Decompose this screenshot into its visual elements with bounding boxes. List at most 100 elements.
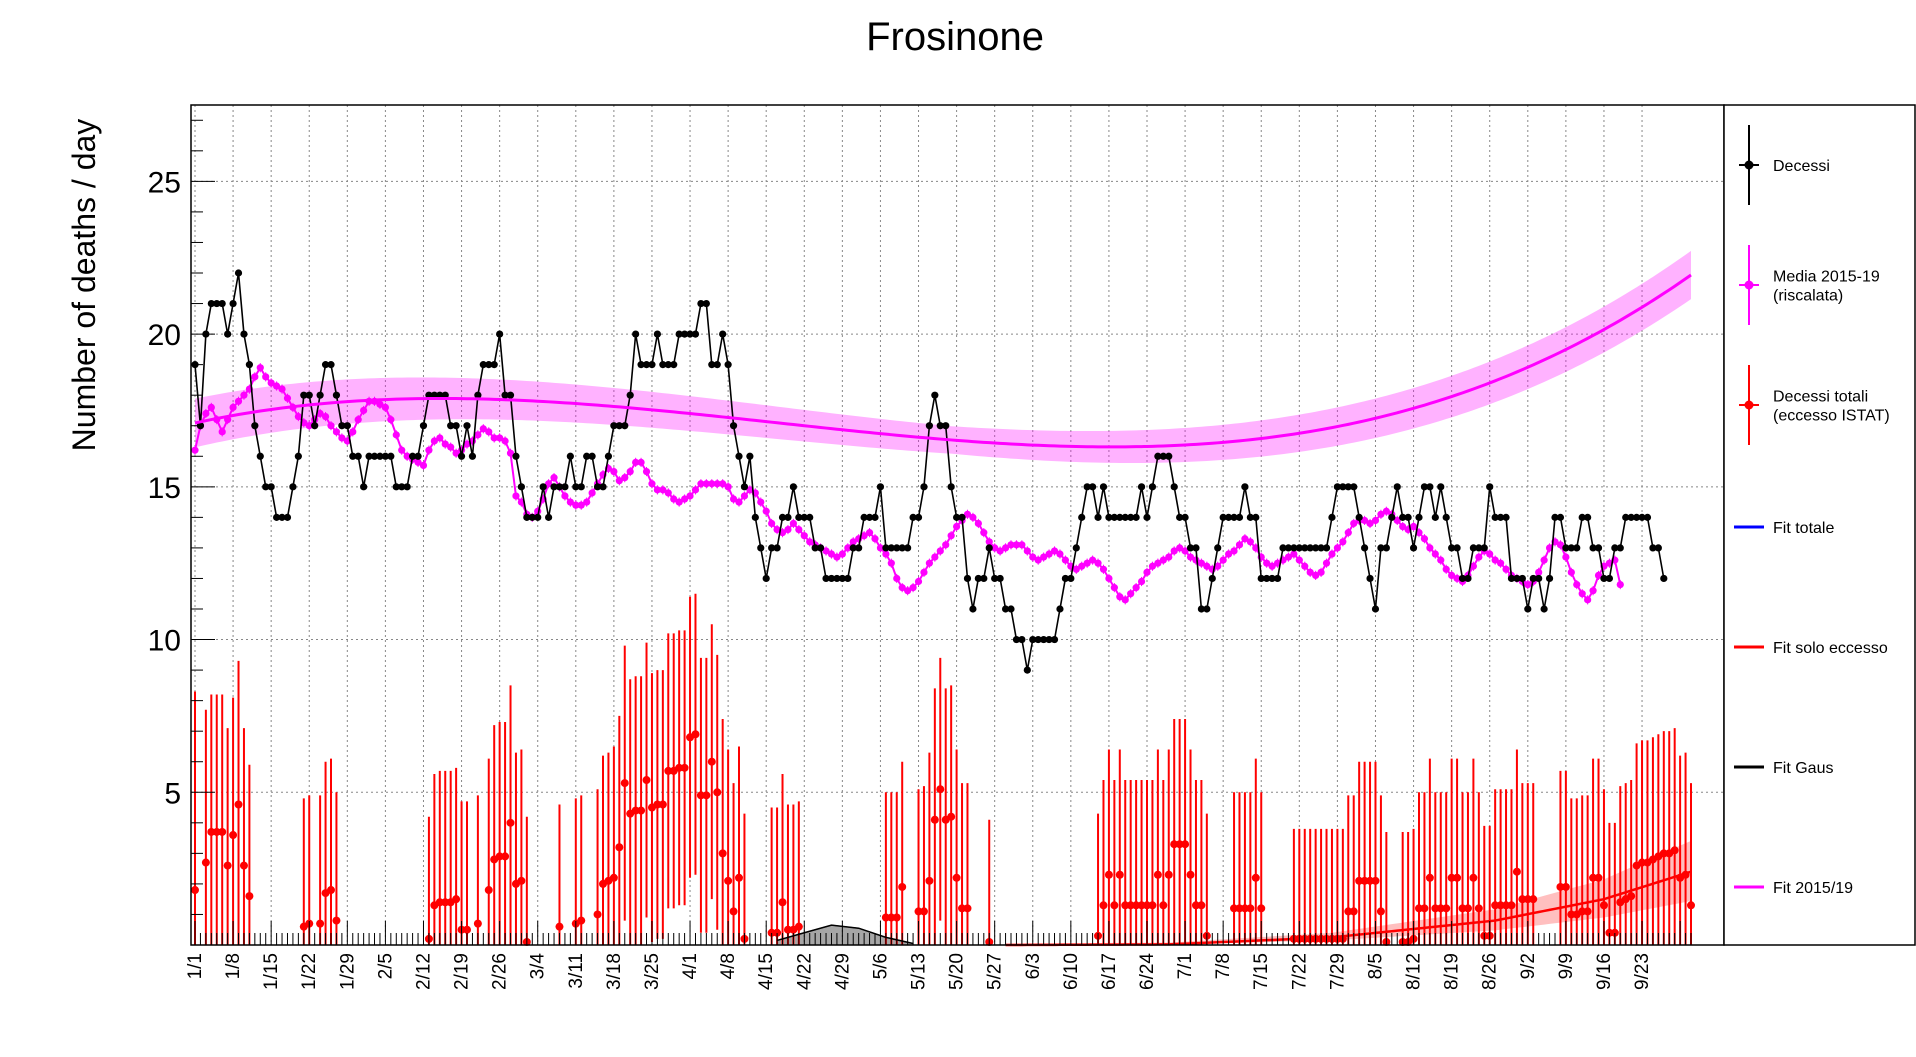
decessi-point — [865, 513, 874, 521]
media-point — [893, 574, 901, 583]
media-point — [496, 434, 504, 442]
media-point — [1050, 547, 1059, 555]
media-point — [942, 541, 950, 549]
decessi-point — [207, 299, 215, 308]
media-point — [833, 553, 841, 561]
media-point — [436, 434, 444, 442]
media-point — [827, 550, 836, 558]
decessi-point — [1660, 574, 1668, 583]
y-tick-label: 15 — [148, 472, 181, 505]
media-point — [387, 416, 395, 424]
decessi-point — [1578, 513, 1586, 521]
media-point — [985, 538, 993, 546]
excess-point — [191, 886, 199, 895]
decessi-point — [1627, 513, 1635, 521]
excess-point — [702, 791, 711, 800]
decessi-point — [1649, 544, 1657, 552]
decessi-point — [1225, 513, 1233, 521]
decessi-point — [838, 574, 846, 583]
decessi-point — [409, 452, 417, 460]
decessi-point — [751, 513, 759, 521]
legend-box — [1723, 104, 1916, 946]
media-point — [251, 373, 259, 381]
decessi-point — [942, 422, 950, 430]
media-point — [452, 449, 460, 457]
media-point — [354, 416, 362, 424]
decessi-point — [1355, 513, 1363, 521]
decessi-point — [1121, 513, 1129, 521]
media-point — [621, 474, 629, 482]
decessi-point — [1056, 605, 1064, 613]
media-point — [1230, 547, 1238, 555]
media-point — [360, 406, 368, 415]
decessi-point — [1078, 513, 1086, 521]
decessi-point — [849, 544, 857, 552]
decessi-point — [1333, 483, 1341, 491]
excess-point — [218, 827, 227, 836]
excess-point — [1583, 907, 1592, 916]
media-point — [278, 385, 286, 393]
media-point — [1116, 593, 1124, 601]
media-point — [1453, 574, 1461, 583]
media-point — [1426, 544, 1434, 552]
excess-point — [963, 904, 972, 913]
legend-marker — [1744, 280, 1754, 290]
decessi-point — [360, 483, 368, 491]
x-tick-label: 2/26 — [490, 953, 511, 990]
media-point — [849, 538, 857, 546]
media-point — [735, 498, 743, 506]
decessi-point — [1551, 513, 1559, 521]
decessi-point — [931, 391, 939, 399]
decessi-point — [1556, 513, 1565, 521]
decessi-point — [1072, 544, 1080, 552]
excess-point — [637, 806, 646, 815]
x-tick-label: 7/1 — [1175, 953, 1196, 979]
decessi-point — [1170, 483, 1178, 491]
excess-point — [517, 876, 526, 885]
media-point — [474, 431, 482, 439]
decessi-point — [555, 483, 564, 491]
excess-point — [691, 730, 700, 739]
decessi-point — [1535, 574, 1543, 583]
excess-point — [452, 895, 461, 904]
decessi-point — [985, 544, 993, 552]
decessi-point — [501, 391, 509, 399]
x-tick-label: 5/13 — [909, 953, 930, 990]
media-point — [746, 486, 754, 494]
media-point — [463, 440, 471, 448]
excess-point — [1099, 901, 1108, 910]
decessi-point — [1143, 513, 1151, 521]
media-point — [1448, 571, 1456, 580]
decessi-point — [229, 299, 237, 308]
decessi-point — [827, 574, 836, 583]
media-point — [1437, 556, 1445, 564]
media-point — [653, 486, 662, 494]
media-point — [262, 373, 270, 381]
media-point — [947, 532, 955, 540]
decessi-point — [376, 452, 384, 460]
media-point — [887, 559, 895, 567]
media-point — [1007, 541, 1015, 549]
media-point — [1094, 559, 1102, 567]
media-point — [273, 382, 281, 390]
decessi-point — [468, 452, 477, 460]
decessi-point — [1393, 483, 1401, 491]
decessi-point — [1273, 574, 1282, 583]
excess-point — [1442, 904, 1451, 913]
media-point — [1350, 519, 1358, 528]
excess-point — [1349, 907, 1358, 916]
decessi-point — [1263, 574, 1271, 583]
media-point — [501, 437, 509, 445]
excess-point — [620, 779, 629, 788]
decessi-point — [332, 391, 341, 399]
media-point — [1382, 507, 1390, 515]
media-point — [876, 544, 885, 552]
decessi-point — [1491, 513, 1499, 521]
excess-point — [892, 913, 901, 922]
media-point — [1072, 565, 1080, 573]
excess-point — [223, 861, 232, 870]
x-tick-label: 9/2 — [1518, 953, 1539, 979]
excess-point — [316, 919, 325, 928]
x-tick-label: 3/4 — [528, 953, 549, 980]
decessi-point — [474, 391, 482, 399]
